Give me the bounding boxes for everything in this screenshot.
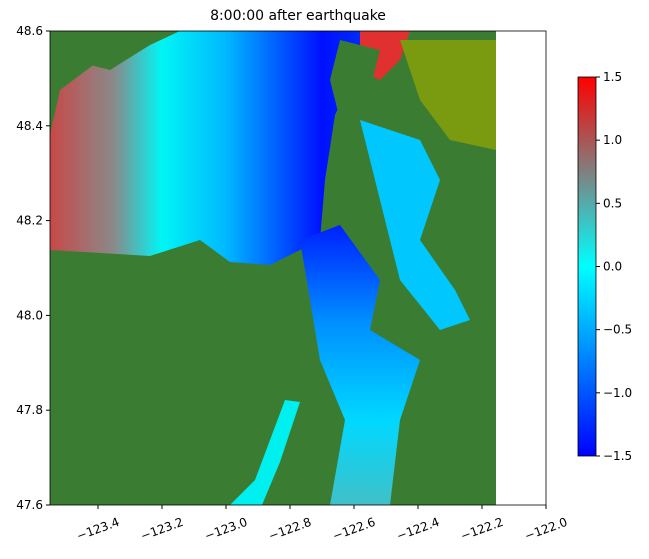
sound-water <box>300 225 420 505</box>
colorbar-tick-label: −1.0 <box>603 386 632 400</box>
colorbar-tick-label: 1.0 <box>603 133 622 147</box>
axes-frame <box>49 30 547 506</box>
map <box>50 31 496 505</box>
y-tick-label: 48.4 <box>16 119 43 133</box>
y-tick-label: 48.2 <box>16 214 43 228</box>
x-tick-label: −122.8 <box>267 515 314 543</box>
x-tick-label: −122.0 <box>523 515 570 543</box>
strait-water <box>50 31 370 265</box>
colorbar <box>577 76 597 457</box>
colorbar-tick-label: −0.5 <box>603 323 632 337</box>
y-tick-label: 48.6 <box>16 24 43 38</box>
x-tick-label: −123.0 <box>203 515 250 543</box>
y-tick-label: 47.6 <box>16 498 43 512</box>
x-tick-label: −122.4 <box>395 515 442 543</box>
island <box>330 40 380 120</box>
x-tick-label: −123.2 <box>139 515 186 543</box>
y-tick-label: 48.0 <box>16 308 43 322</box>
colorbar-tick-label: 1.5 <box>603 70 622 84</box>
x-tick-label: −123.4 <box>75 515 122 543</box>
land <box>60 31 180 70</box>
chart-title: 8:00:00 after earthquake <box>210 8 386 24</box>
colorbar-tick-label: 0.0 <box>603 260 622 274</box>
colorbar-tick-label: −1.5 <box>603 449 632 463</box>
x-tick-label: −122.6 <box>331 515 378 543</box>
colorbar-tick-label: 0.5 <box>603 196 622 210</box>
y-tick-label: 47.8 <box>16 403 43 417</box>
shore <box>400 40 496 150</box>
inlet-water <box>230 400 300 505</box>
channel-water <box>360 120 470 330</box>
x-tick-label: −122.2 <box>459 515 506 543</box>
